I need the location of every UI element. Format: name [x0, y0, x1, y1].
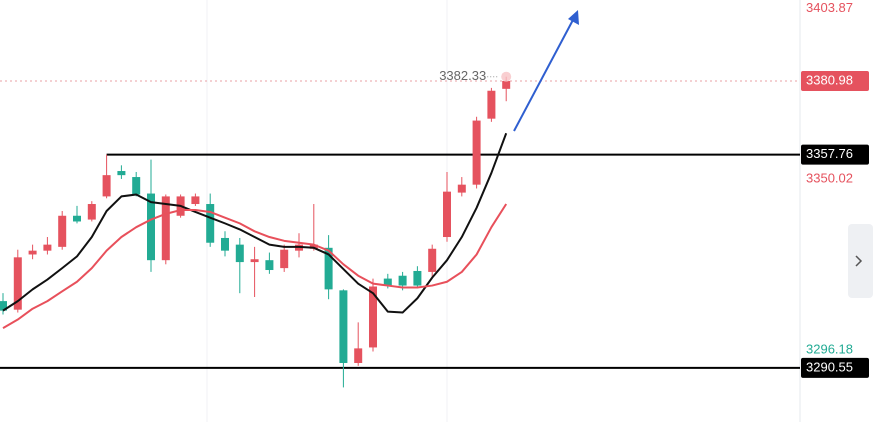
candle-body [265, 260, 274, 271]
candle-body [117, 171, 126, 176]
price-label: 3290.55 [806, 359, 853, 374]
candle-body [132, 177, 141, 195]
candle-body [280, 249, 289, 269]
candle-body [87, 204, 96, 220]
candle-body [147, 193, 155, 261]
trend-arrow [513, 10, 579, 132]
price-tag [801, 144, 869, 165]
candle-body [13, 257, 22, 310]
candle-body [43, 244, 52, 251]
candle-body [413, 270, 422, 286]
price-label: 3403.87 [806, 0, 853, 15]
expand-icon[interactable] [855, 255, 863, 267]
candle-body [324, 247, 333, 290]
candle-body [457, 184, 466, 193]
candle-body [191, 196, 200, 205]
plot: 3382.33 [0, 68, 800, 388]
price-label: 3380.98 [806, 72, 853, 87]
candle-body [58, 215, 67, 247]
candle-body [443, 191, 451, 238]
candle-body [398, 275, 407, 286]
candle-body [487, 90, 496, 119]
high-label: 3382.33 [439, 68, 486, 83]
price-tag [801, 357, 869, 378]
candle-body [161, 196, 170, 261]
price-label: 3357.76 [806, 146, 853, 161]
candle-body [235, 244, 244, 263]
candle-body [354, 348, 363, 363]
candle-body [28, 250, 37, 255]
ma-line [2, 203, 508, 329]
expand-button[interactable] [848, 224, 873, 298]
candle-body [73, 215, 81, 222]
candle-body [339, 290, 348, 363]
candle-body [206, 204, 215, 243]
candle-body [250, 259, 259, 263]
arrow-head [568, 10, 579, 25]
candle-body [383, 278, 392, 286]
candle-body [428, 248, 437, 272]
candle-body [102, 175, 111, 197]
high-dot [501, 71, 512, 82]
price-label: 3296.18 [806, 341, 853, 356]
candle-body [0, 301, 7, 311]
price-axis: 3403.87 3380.98 3357.76 3350.02 3296.18 3290.… [801, 0, 869, 378]
candle-body [309, 244, 318, 249]
price-tag [801, 70, 869, 91]
candle-body [221, 237, 229, 251]
ma-line [2, 132, 508, 314]
price-label: 3350.02 [806, 171, 853, 186]
arrow-line [513, 17, 575, 132]
candle-body [502, 80, 511, 89]
candle-body [472, 120, 481, 185]
candle-body [369, 286, 377, 348]
